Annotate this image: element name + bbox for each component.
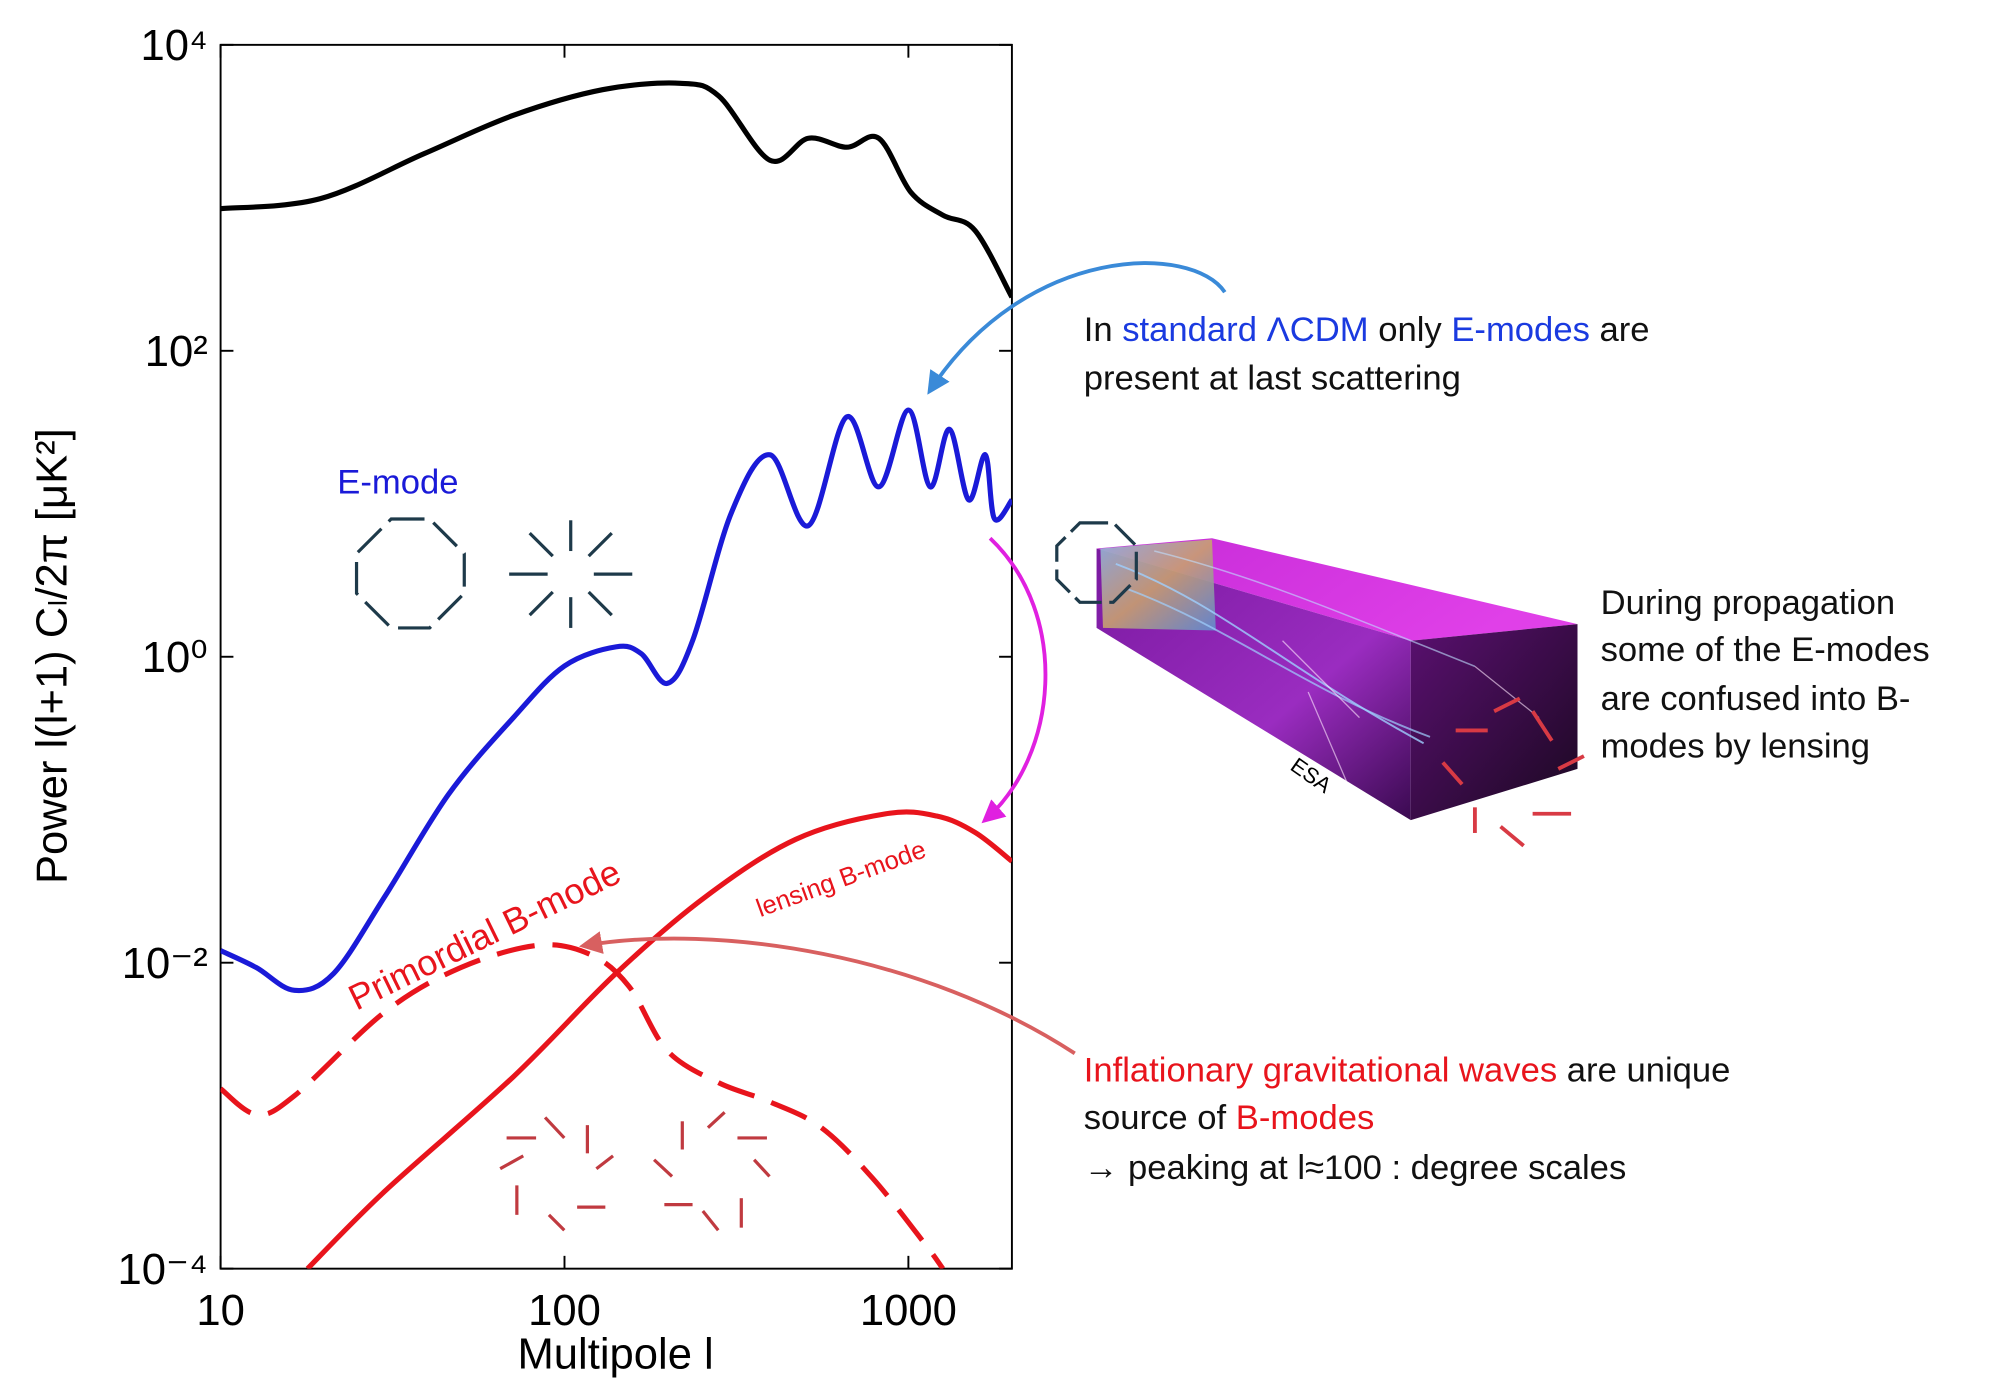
arrow bbox=[927, 261, 1227, 395]
annotation-text: E-modes bbox=[1451, 311, 1590, 349]
y-tick-label: 10⁰ bbox=[142, 634, 208, 682]
x-tick-label: 100 bbox=[528, 1287, 601, 1335]
annotation: During propagation bbox=[1601, 584, 1896, 622]
annotation: modes by lensing bbox=[1601, 727, 1870, 765]
y-tick-label: 10⁻⁴ bbox=[118, 1246, 208, 1294]
annotation-text: In bbox=[1084, 311, 1123, 349]
series-line bbox=[220, 80, 1012, 299]
e-mode-icons bbox=[354, 517, 633, 630]
plot-area bbox=[220, 80, 1012, 1269]
annotation-text: only bbox=[1369, 311, 1452, 349]
plot-frame bbox=[219, 43, 1013, 1270]
annotation-text: Inflationary gravitational waves bbox=[1084, 1052, 1557, 1090]
x-tick-label: 1000 bbox=[860, 1287, 957, 1335]
annotation-text: are unique bbox=[1557, 1052, 1730, 1090]
annotation: some of the E-modes bbox=[1601, 631, 1930, 669]
y-tick-label: 10⁻² bbox=[122, 940, 208, 988]
annotation: source of B-modes bbox=[1084, 1099, 1375, 1137]
annotation-text: source of bbox=[1084, 1099, 1236, 1137]
annotation-text: B-modes bbox=[1236, 1099, 1375, 1137]
series-line bbox=[305, 809, 1012, 1269]
arrow bbox=[578, 931, 1076, 1055]
y-axis-label: Power l(l+1) Cₗ/2π [μK²] bbox=[29, 428, 77, 884]
annotation: In standard ΛCDM only E-modes are bbox=[1084, 311, 1650, 349]
annotation-text: standard ΛCDM bbox=[1122, 311, 1368, 349]
lensing-box-illustration bbox=[1055, 521, 1585, 848]
series-line bbox=[220, 942, 945, 1269]
x-axis-label: Multipole l bbox=[517, 1331, 713, 1379]
series-line bbox=[220, 407, 1012, 994]
annotation: Inflationary gravitational waves are uni… bbox=[1084, 1052, 1731, 1090]
b-mode-icons bbox=[499, 1111, 771, 1232]
series-label: Primordial B-mode bbox=[342, 852, 627, 1018]
y-tick-label: 10² bbox=[145, 328, 208, 376]
arrow bbox=[981, 536, 1048, 824]
annotation-text: are bbox=[1590, 311, 1650, 349]
y-tick-label: 10⁴ bbox=[141, 22, 208, 70]
annotation: present at last scattering bbox=[1084, 360, 1461, 398]
annotation: → peaking at l≈100 : degree scales bbox=[1084, 1149, 1627, 1187]
series-label: E-mode bbox=[337, 463, 458, 501]
annotation: are confused into B- bbox=[1601, 680, 1911, 718]
x-tick-label: 10 bbox=[196, 1287, 245, 1335]
